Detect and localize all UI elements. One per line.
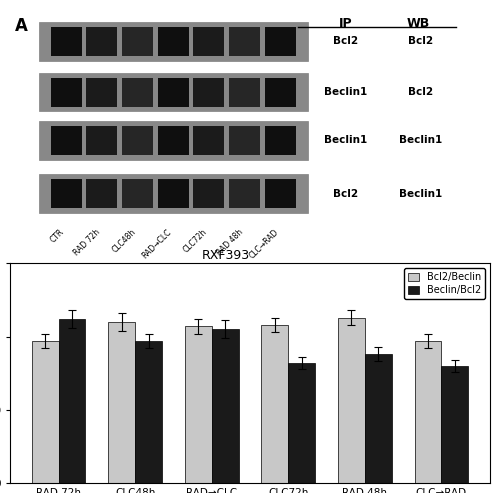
- FancyBboxPatch shape: [158, 27, 188, 56]
- Bar: [262, 325, 288, 483]
- Text: Beclin1: Beclin1: [324, 87, 368, 97]
- FancyBboxPatch shape: [158, 126, 188, 155]
- FancyBboxPatch shape: [39, 175, 308, 213]
- Legend: Bcl2/Beclin, Beclin/Bcl2: Bcl2/Beclin, Beclin/Bcl2: [404, 268, 485, 299]
- Text: Bcl2: Bcl2: [334, 189, 358, 199]
- FancyBboxPatch shape: [194, 27, 224, 56]
- Text: RAD 48h: RAD 48h: [214, 228, 244, 257]
- Text: WB: WB: [406, 17, 430, 30]
- Bar: [365, 354, 392, 483]
- FancyBboxPatch shape: [229, 27, 260, 56]
- Bar: [414, 341, 442, 483]
- Text: CLC48h: CLC48h: [110, 228, 138, 254]
- Text: RAD→CLC: RAD→CLC: [140, 228, 173, 260]
- FancyBboxPatch shape: [122, 27, 153, 56]
- Bar: [32, 341, 58, 483]
- FancyBboxPatch shape: [122, 77, 153, 106]
- FancyBboxPatch shape: [51, 179, 82, 208]
- Bar: [212, 329, 238, 483]
- Text: Bcl2: Bcl2: [334, 36, 358, 46]
- FancyBboxPatch shape: [194, 126, 224, 155]
- Title: RXF393: RXF393: [202, 249, 250, 262]
- Text: Beclin1: Beclin1: [399, 189, 442, 199]
- FancyBboxPatch shape: [86, 77, 118, 106]
- Bar: [442, 366, 468, 483]
- Text: A: A: [15, 17, 28, 35]
- Bar: [338, 317, 365, 483]
- Text: CLC72h: CLC72h: [182, 228, 209, 254]
- FancyBboxPatch shape: [51, 27, 82, 56]
- Bar: [108, 322, 135, 483]
- Bar: [185, 326, 212, 483]
- FancyBboxPatch shape: [86, 179, 118, 208]
- Text: Bcl2: Bcl2: [408, 36, 433, 46]
- Bar: [135, 341, 162, 483]
- Text: Beclin1: Beclin1: [324, 136, 368, 145]
- Text: Bcl2: Bcl2: [408, 87, 433, 97]
- Text: Beclin1: Beclin1: [399, 136, 442, 145]
- FancyBboxPatch shape: [264, 179, 296, 208]
- FancyBboxPatch shape: [264, 77, 296, 106]
- FancyBboxPatch shape: [51, 77, 82, 106]
- Text: CTR: CTR: [49, 228, 66, 245]
- FancyBboxPatch shape: [194, 77, 224, 106]
- FancyBboxPatch shape: [264, 27, 296, 56]
- Text: IP: IP: [339, 17, 353, 30]
- Text: RAD 72h: RAD 72h: [72, 228, 102, 257]
- FancyBboxPatch shape: [39, 73, 308, 111]
- FancyBboxPatch shape: [51, 126, 82, 155]
- Bar: [288, 363, 315, 483]
- FancyBboxPatch shape: [122, 126, 153, 155]
- FancyBboxPatch shape: [158, 179, 188, 208]
- FancyBboxPatch shape: [229, 126, 260, 155]
- FancyBboxPatch shape: [86, 27, 118, 56]
- FancyBboxPatch shape: [229, 179, 260, 208]
- FancyBboxPatch shape: [39, 22, 308, 61]
- FancyBboxPatch shape: [39, 121, 308, 160]
- FancyBboxPatch shape: [158, 77, 188, 106]
- FancyBboxPatch shape: [229, 77, 260, 106]
- FancyBboxPatch shape: [194, 179, 224, 208]
- Bar: [58, 319, 86, 483]
- Text: CLC→RAD: CLC→RAD: [248, 228, 280, 260]
- FancyBboxPatch shape: [86, 126, 118, 155]
- FancyBboxPatch shape: [122, 179, 153, 208]
- FancyBboxPatch shape: [264, 126, 296, 155]
